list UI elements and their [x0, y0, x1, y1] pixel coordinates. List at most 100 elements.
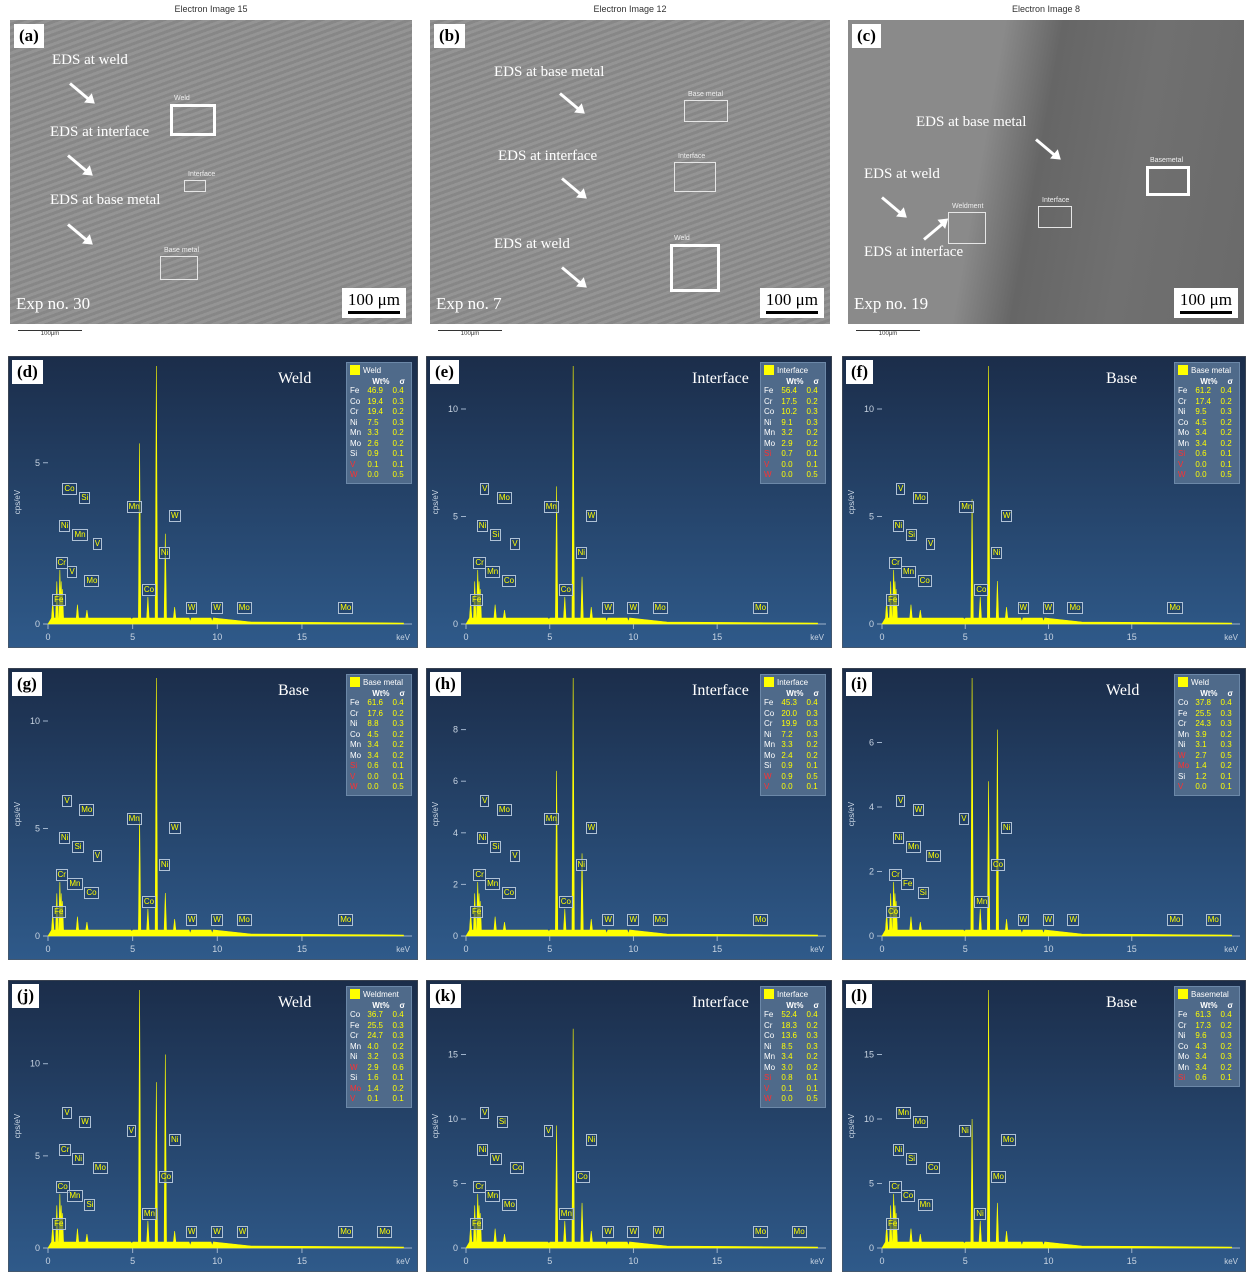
sigma: 0.4	[392, 386, 404, 395]
wt-percent: 1.4	[1195, 761, 1207, 770]
composition-legend: Basemetal Wt% σ Fe 61.3 0.4 Cr 17.3 0.2 Ni 9.6 0.3 C…	[1174, 986, 1240, 1087]
eds-spectrum-panel: 0 5 10 15 keV 0 5 10 cps/eV (j) Weld Weldment Wt% σ Co…	[8, 980, 418, 1272]
element: Si	[1178, 1073, 1186, 1082]
sigma: 0.1	[806, 1073, 818, 1082]
y-tick-label: 2	[869, 867, 874, 877]
wt-percent: 0.0	[367, 470, 379, 479]
legend-row: W 0.0 0.5	[1178, 470, 1236, 481]
legend-row: Mn 3.2 0.2	[764, 428, 822, 439]
legend-row: W 0.0 0.5	[350, 782, 408, 793]
wt-header: Wt%	[1200, 1001, 1218, 1010]
sem-panel: Electron Image 8 (c) EDS at base metal EDS …	[848, 4, 1244, 342]
composition-legend: Weldment Wt% σ Co 36.7 0.4 Fe 25.5 0.3 Cr 24.7 0.3 M…	[346, 986, 412, 1108]
element: Fe	[764, 386, 774, 395]
spectrum-trace	[47, 989, 404, 1249]
peak-label: Mo	[1167, 914, 1183, 926]
element: Fe	[764, 1010, 774, 1019]
element: Co	[764, 407, 775, 416]
legend-name: Interface	[777, 989, 809, 999]
legend-name: Weld	[363, 365, 382, 375]
arrow-icon	[67, 154, 89, 174]
panel-letter: (b)	[434, 24, 465, 48]
peak-label: V	[62, 795, 72, 807]
peak-label: W	[211, 914, 223, 926]
sigma-header: σ	[399, 1001, 405, 1010]
eds-location-label: EDS at interface	[50, 124, 150, 140]
wt-percent: 37.8	[1195, 698, 1211, 707]
composition-legend: Base metal Wt% σ Fe 61.6 0.4 Cr 17.6 0.2 Ni 8.8 0.3…	[346, 674, 412, 796]
peak-label: Co	[501, 887, 517, 899]
sigma: 0.2	[392, 1083, 404, 1093]
wt-percent: 0.1	[367, 459, 379, 469]
element: Mo	[764, 1062, 776, 1072]
element: Mo	[764, 750, 776, 760]
eds-spectrum-panel: 0 5 10 15 keV 0 2 4 6 8 cps/eV (h) Interface Interfac…	[426, 668, 832, 960]
spectrum-trace	[881, 365, 1232, 625]
legend-swatch	[1178, 989, 1188, 999]
peak-label: V	[510, 850, 520, 862]
legend-row: Cr 19.9 0.3	[764, 719, 822, 730]
eds-location-label: EDS at base metal	[916, 114, 1027, 130]
y-tick-label: 0	[35, 619, 40, 629]
legend-name: Basemetal	[1191, 989, 1229, 999]
element: Co	[764, 708, 775, 718]
element: Si	[764, 449, 772, 458]
legend-swatch	[764, 677, 774, 687]
electron-image: (c) EDS at base metal EDS at weld EDS at in…	[848, 20, 1244, 324]
peak-label: Mn	[126, 813, 142, 825]
peak-label: Co	[84, 887, 99, 899]
arrow-icon	[1035, 138, 1057, 158]
eds-region-box	[1038, 206, 1072, 228]
peak-label: Co	[917, 575, 932, 587]
scale-line	[347, 311, 400, 314]
peak-label: Ni	[168, 1134, 181, 1146]
x-tick-label: 5	[547, 944, 552, 954]
eds-location-label: EDS at base metal	[494, 64, 605, 80]
peak-label: W	[627, 914, 639, 926]
composition-legend: Interface Wt% σ Fe 45.3 0.4 Co 20.0 0.3 Cr 19.9 0.3…	[760, 674, 826, 796]
element: Mn	[350, 428, 362, 437]
peak-label: V	[480, 483, 490, 495]
sigma: 0.2	[806, 438, 818, 448]
spectrum-title: Base	[1106, 370, 1138, 387]
peak-label: Mo	[1167, 602, 1183, 614]
peak-label: V	[126, 1125, 136, 1137]
sigma: 0.3	[392, 1052, 404, 1061]
wt-percent: 0.0	[781, 470, 793, 479]
element: Ni	[350, 719, 358, 728]
element: Cr	[1178, 719, 1187, 728]
peak-label: Cr	[889, 1181, 902, 1193]
sigma: 0.2	[1220, 1020, 1232, 1030]
peak-label: W	[585, 510, 598, 522]
spectrum-trace	[465, 677, 818, 937]
legend-row: Co 36.7 0.4	[350, 1010, 408, 1021]
panel-letter: (c)	[852, 24, 881, 48]
element: Mn	[350, 740, 362, 749]
x-tick-label: 10	[1044, 632, 1054, 642]
legend-row: Ni 8.5 0.3	[764, 1042, 822, 1053]
legend-row: Ni 7.5 0.3	[350, 418, 408, 429]
sigma: 0.4	[392, 698, 404, 707]
legend-row: Ni 8.8 0.3	[350, 719, 408, 730]
peak-label: W	[1017, 914, 1030, 926]
legend-row: Cr 17.5 0.2	[764, 397, 822, 408]
sigma: 0.2	[1220, 438, 1232, 448]
x-tick-label: 5	[130, 944, 135, 954]
sigma: 0.2	[392, 729, 404, 739]
y-tick-label: 0	[35, 1243, 40, 1253]
sigma: 0.4	[806, 698, 818, 707]
element: W	[1178, 750, 1186, 760]
wt-percent: 2.4	[781, 750, 793, 760]
sigma: 0.3	[806, 407, 818, 416]
legend-columns: Wt% σ	[764, 1001, 822, 1010]
legend-row: Mn 3.4 0.2	[350, 740, 408, 751]
experiment-number: Exp no. 7	[436, 294, 502, 313]
peak-label: W	[185, 914, 198, 926]
y-axis-label: cps/eV	[847, 489, 856, 514]
sigma: 0.3	[1220, 719, 1232, 728]
legend-header: Weld	[350, 365, 408, 375]
sigma: 0.4	[1220, 698, 1232, 707]
eds-location-label: EDS at interface	[498, 148, 598, 164]
peak-label: Ni	[892, 520, 905, 532]
legend-row: Mn 3.3 0.2	[764, 740, 822, 751]
